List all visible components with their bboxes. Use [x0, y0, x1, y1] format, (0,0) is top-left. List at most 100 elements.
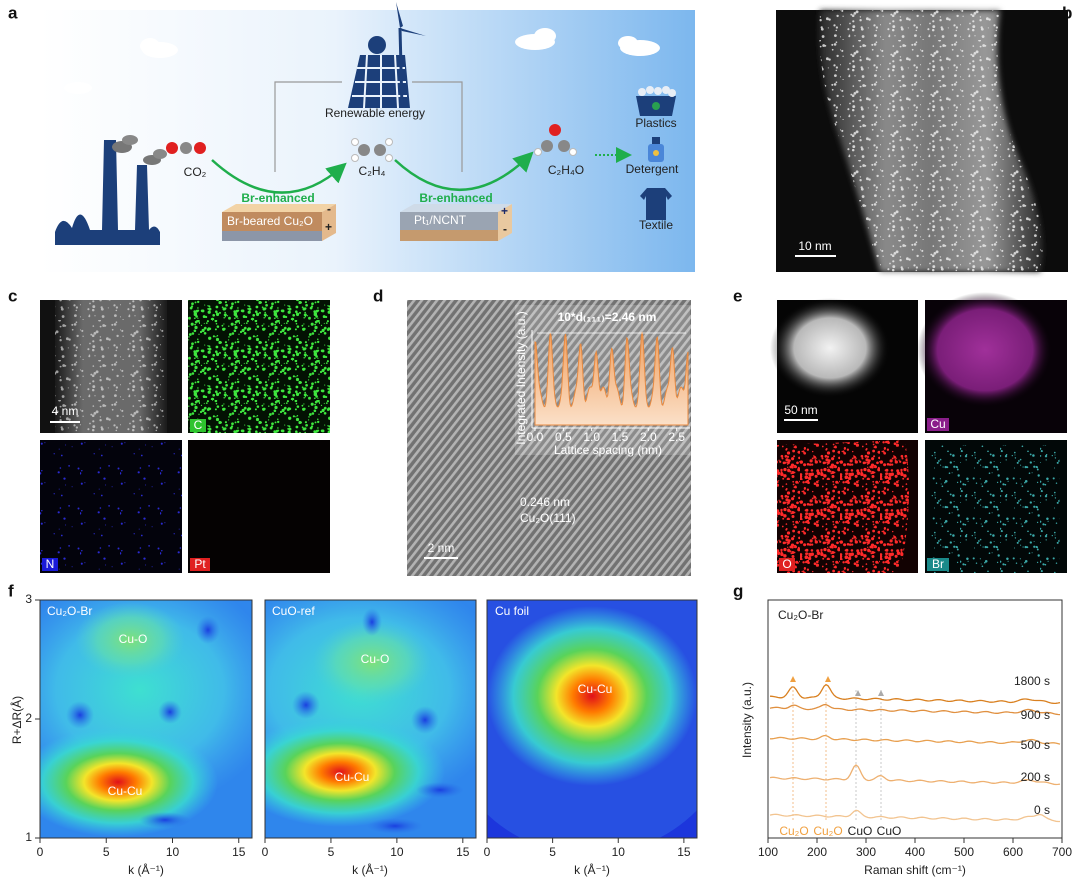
factory-part [153, 149, 167, 159]
plot-title: CuO-ref [272, 604, 315, 618]
plot-title: Cu₂O-Br [778, 608, 823, 622]
co2-molecule-part [180, 142, 192, 154]
element-label: Pt [194, 557, 206, 571]
plastics-icon-part [638, 88, 646, 96]
element-label: Br [932, 557, 944, 571]
element-map [930, 445, 1060, 573]
energy-label: Renewable energy [325, 106, 425, 120]
wavelet-map-part [196, 616, 220, 644]
plot-frame [264, 599, 477, 839]
catalyst-slab-part [400, 230, 498, 241]
clouds-part [64, 82, 92, 94]
scale-bar-label: 10 nm [798, 239, 831, 253]
element-map [40, 440, 182, 573]
scale-bar-label: 2 nm [428, 541, 455, 555]
plastics-icon [636, 86, 676, 116]
clouds-part [140, 38, 160, 54]
x-tick-label: 15 [232, 845, 246, 859]
x-tick-label: 10 [166, 845, 180, 859]
panel-d: d 0.0 0.5 1.0 1.5 2.0 2.5 10*d₍₁₁₁₎=2.46 nm I… [373, 286, 691, 576]
element-badge [42, 558, 58, 571]
c2h4o-molecule [534, 124, 577, 156]
c2h4-molecule [351, 138, 393, 162]
x-tick-label: 15 [456, 845, 470, 859]
feature-label: Cu-Cu [108, 784, 143, 798]
peak-marker [855, 690, 861, 696]
product-label: Plastics [635, 116, 676, 130]
catalyst-slab [400, 204, 512, 241]
wavelet-map-part [265, 717, 445, 827]
x-axis-label: k (Å⁻¹) [352, 862, 388, 877]
time-label: 500 s [1021, 738, 1050, 752]
panel-label: g [733, 581, 743, 600]
catalyst-label: Br-beared Cu₂O [227, 214, 313, 228]
c2h4o-molecule-part [549, 124, 561, 136]
spacing-label: 0.246 nm [520, 495, 570, 509]
wavelet-map-part [66, 701, 94, 729]
product-label: Detergent [626, 162, 679, 176]
solar-wind-part [352, 54, 407, 109]
plastics-icon-part [662, 86, 670, 94]
x-tick-label: 500 [954, 845, 974, 859]
reaction-arrow [211, 159, 347, 194]
inset-annotation: 10*d₍₁₁₁₎=2.46 nm [558, 310, 657, 324]
c2h4-molecule-part [385, 138, 393, 146]
x-axis-label: k (Å⁻¹) [128, 862, 164, 877]
x-tick-label: 700 [1052, 845, 1072, 859]
panel-label: a [8, 3, 18, 22]
catalyst-slab [222, 204, 336, 241]
charge-sign: - [503, 222, 507, 236]
peak-marker [878, 690, 884, 696]
co2-molecule-part [194, 142, 206, 154]
spectrum-trace [769, 764, 1061, 786]
c2h4o-label: C₂H₄O [548, 163, 584, 177]
detergent-icon [648, 137, 664, 162]
element-label: Cu [930, 417, 945, 431]
scale-bar-label: 50 nm [784, 403, 817, 417]
panel-label: c [8, 286, 17, 305]
x-tick-label: 0 [262, 845, 269, 859]
wavelet-map-part [292, 691, 320, 719]
factory-part [122, 135, 138, 145]
plastics-icon-part [646, 86, 654, 94]
charge-sign: + [501, 204, 508, 218]
x-tick-label: 100 [758, 845, 778, 859]
catalyst-slab-part [222, 204, 336, 212]
reaction-arrow [394, 151, 534, 191]
spectra: 1800 s 900 s 500 s 200 s 0 s [769, 674, 1061, 823]
element-map [917, 292, 1053, 408]
solar-wind [348, 2, 426, 109]
panel-c: c 4 nm C N Pt [8, 286, 330, 573]
wavelet-map-part [411, 706, 439, 734]
product-label: Textile [639, 218, 673, 232]
y-tick-label: 2 [25, 711, 32, 725]
solar-wind-part [398, 27, 404, 109]
plot-title: Cu foil [495, 604, 529, 618]
peak-label: CuO [848, 824, 873, 838]
catalyst-slab-part [322, 204, 336, 241]
spectrum-trace [769, 704, 1061, 716]
map-tile [188, 440, 330, 573]
panel-label: d [373, 286, 383, 305]
spectrum-trace [769, 683, 1061, 705]
catalyst-slab-part [498, 204, 512, 241]
panel-b: b 10 nm [776, 3, 1072, 272]
time-label: 200 s [1021, 770, 1050, 784]
wavelet-map [487, 600, 697, 838]
x-axis-label: Raman shift (cm⁻¹) [864, 863, 966, 877]
wavelet-map-part [487, 606, 697, 786]
wavelet-map-part [75, 602, 185, 678]
speckle-overlay [819, 10, 1043, 272]
wavelet-map-part [312, 620, 432, 704]
speckle-overlay [55, 300, 167, 433]
axes: 0 5 10 15 0 5 10 15 0 5 10 15 1 2 3 [25, 592, 691, 859]
peak-marker [825, 676, 831, 682]
x-tick-label: 0 [37, 845, 44, 859]
c2h4o-molecule-part [541, 140, 553, 152]
catalyst-slab-part [400, 212, 498, 230]
intensity-profile [534, 331, 689, 426]
element-badge [190, 558, 210, 571]
inset-x-label: Lattice spacing (nm) [554, 443, 662, 457]
